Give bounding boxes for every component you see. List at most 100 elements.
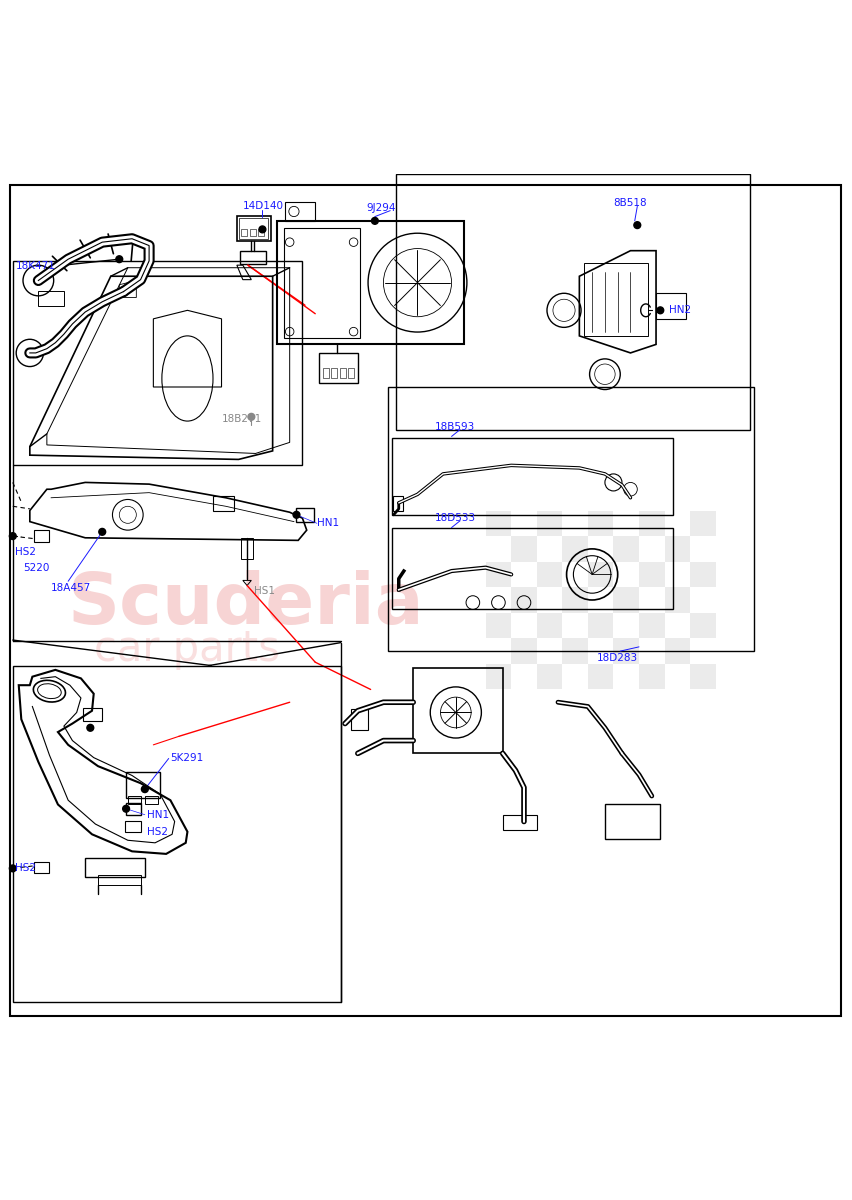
- Bar: [486, 613, 511, 638]
- Bar: [537, 613, 562, 638]
- Bar: [639, 664, 665, 690]
- Text: HS2: HS2: [15, 547, 37, 557]
- Bar: [258, 229, 264, 236]
- Bar: [639, 562, 665, 587]
- Text: HN2: HN2: [669, 305, 691, 316]
- Bar: [239, 218, 268, 239]
- Bar: [340, 368, 346, 378]
- Bar: [393, 496, 403, 511]
- Bar: [237, 216, 271, 241]
- Text: 18K471: 18K471: [15, 262, 55, 271]
- Text: HS2: HS2: [147, 827, 168, 836]
- Bar: [13, 260, 302, 466]
- Bar: [126, 803, 141, 815]
- Bar: [98, 875, 141, 886]
- Bar: [613, 638, 639, 664]
- Bar: [38, 290, 64, 306]
- Text: HN1: HN1: [317, 518, 339, 528]
- Bar: [665, 587, 690, 613]
- Text: 18D283: 18D283: [596, 653, 637, 662]
- Circle shape: [293, 511, 300, 518]
- Bar: [656, 293, 686, 319]
- Bar: [323, 368, 329, 378]
- Bar: [537, 664, 562, 690]
- Bar: [613, 536, 639, 562]
- Bar: [588, 613, 613, 638]
- Text: 14D140: 14D140: [243, 202, 284, 211]
- Text: HN1: HN1: [147, 810, 169, 820]
- Bar: [285, 202, 315, 221]
- Bar: [13, 666, 341, 1002]
- Circle shape: [657, 307, 664, 313]
- Bar: [83, 708, 102, 721]
- Circle shape: [116, 256, 123, 263]
- Bar: [588, 510, 613, 536]
- Bar: [250, 229, 256, 236]
- Bar: [277, 221, 464, 344]
- Bar: [34, 530, 49, 542]
- Circle shape: [99, 528, 106, 535]
- Circle shape: [634, 222, 641, 228]
- Bar: [392, 528, 673, 608]
- Bar: [85, 858, 145, 877]
- Text: 18B271: 18B271: [222, 414, 262, 425]
- Bar: [665, 638, 690, 664]
- Text: 5220: 5220: [23, 564, 49, 574]
- Bar: [562, 638, 588, 664]
- Bar: [241, 538, 253, 559]
- Bar: [126, 772, 160, 798]
- Bar: [537, 510, 562, 536]
- Text: 18A457: 18A457: [51, 583, 91, 593]
- Bar: [639, 510, 665, 536]
- Bar: [125, 821, 141, 832]
- Bar: [392, 438, 673, 515]
- Bar: [537, 562, 562, 587]
- Circle shape: [259, 226, 266, 233]
- Bar: [284, 228, 360, 337]
- Bar: [588, 664, 613, 690]
- Bar: [690, 562, 716, 587]
- Bar: [351, 709, 368, 731]
- Bar: [511, 638, 537, 664]
- Bar: [690, 510, 716, 536]
- Circle shape: [123, 805, 130, 812]
- Bar: [413, 668, 503, 754]
- Bar: [240, 251, 266, 264]
- Bar: [145, 796, 158, 804]
- Bar: [241, 229, 247, 236]
- Bar: [128, 796, 141, 804]
- Text: 9J294: 9J294: [366, 203, 396, 214]
- Bar: [486, 510, 511, 536]
- Bar: [486, 664, 511, 690]
- Bar: [605, 804, 660, 839]
- Text: HS1: HS1: [254, 587, 275, 596]
- Bar: [388, 386, 754, 652]
- Bar: [348, 368, 354, 378]
- Circle shape: [87, 725, 94, 731]
- Circle shape: [9, 533, 16, 540]
- Bar: [562, 587, 588, 613]
- Circle shape: [371, 217, 378, 224]
- Text: 8B518: 8B518: [613, 198, 647, 208]
- Text: car parts: car parts: [94, 629, 279, 671]
- Bar: [690, 664, 716, 690]
- Bar: [296, 508, 314, 522]
- Circle shape: [248, 414, 255, 420]
- Bar: [34, 862, 49, 872]
- Circle shape: [141, 786, 148, 792]
- Text: 18D533: 18D533: [435, 514, 475, 523]
- Text: 18B593: 18B593: [435, 422, 475, 432]
- Bar: [396, 174, 750, 430]
- Bar: [690, 613, 716, 638]
- Bar: [665, 536, 690, 562]
- Bar: [588, 562, 613, 587]
- Bar: [639, 613, 665, 638]
- Bar: [613, 587, 639, 613]
- Bar: [562, 536, 588, 562]
- Bar: [511, 536, 537, 562]
- Bar: [331, 368, 337, 378]
- Bar: [584, 264, 648, 336]
- Bar: [213, 496, 234, 511]
- Text: 5K291: 5K291: [170, 754, 204, 763]
- Text: HS2: HS2: [15, 863, 37, 874]
